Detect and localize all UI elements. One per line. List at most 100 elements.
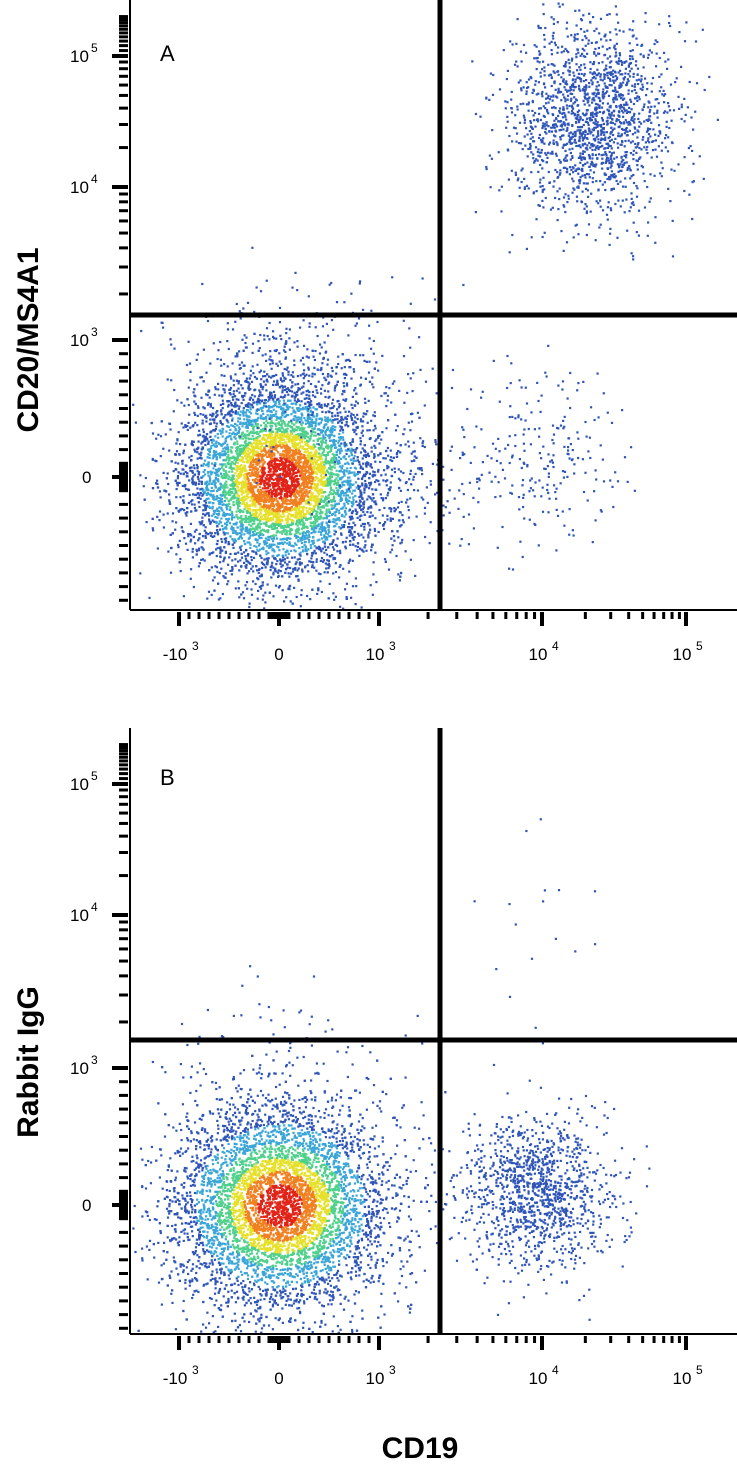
scatter-point [328,478,331,481]
scatter-point [288,436,291,440]
scatter-point [272,383,275,386]
scatter-point [231,470,234,473]
scatter-point [221,486,224,489]
scatter-point [170,379,173,382]
scatter-point [286,413,289,416]
scatter-point [320,392,323,395]
scatter-point [308,491,311,494]
scatter-point [250,380,254,383]
scatter-point [268,546,271,550]
scatter-point [174,461,177,464]
scatter-point [323,461,326,464]
scatter-point [264,438,267,441]
scatter-point [232,379,235,382]
scatter-point [394,508,397,511]
scatter-point [317,572,320,575]
scatter-point [232,546,235,549]
scatter-point [263,472,267,475]
scatter-point [272,595,275,598]
scatter-point [360,533,363,536]
scatter-point [274,534,278,537]
scatter-point [243,533,246,536]
scatter-point [267,400,270,403]
scatter-point [214,565,217,568]
scatter-point [179,496,182,499]
scatter-point [350,412,353,415]
scatter-point [309,598,312,601]
scatter-point [193,448,196,451]
scatter-point [334,505,337,508]
scatter-point [208,514,211,517]
scatter-point [389,551,392,554]
scatter-point [315,569,318,572]
scatter-point [261,354,264,357]
scatter-point [256,548,259,551]
scatter-point [295,416,298,419]
scatter-point [208,518,211,521]
scatter-point [257,502,260,505]
scatter-point [251,516,254,519]
scatter-point [345,488,348,491]
scatter-point [339,425,342,428]
scatter-point [323,483,326,486]
scatter-point [313,366,316,369]
scatter-point [284,532,287,535]
scatter-point [156,479,159,482]
scatter-point [328,535,331,538]
scatter-point [338,526,341,529]
scatter-point [228,522,232,525]
scatter-point [235,389,238,392]
scatter-point [205,489,208,492]
scatter-point [284,350,287,353]
scatter-point [354,577,357,580]
scatter-point [237,538,240,541]
scatter-point [139,474,142,477]
scatter-point [347,502,350,505]
scatter-point [344,547,347,550]
scatter-point [296,409,299,412]
scatter-point [243,418,246,421]
scatter-point [215,425,218,428]
scatter-point [371,383,374,386]
scatter-point [257,589,260,592]
scatter-point [342,438,345,441]
scatter-point [286,525,289,528]
scatter-point [356,413,359,416]
scatter-point [236,489,239,492]
scatter-point [315,558,318,561]
scatter-point [223,463,226,466]
scatter-point [378,521,381,525]
scatter-point [230,573,233,576]
scatter-point [177,462,180,465]
scatter-point [242,372,245,375]
scatter-point [274,413,277,416]
scatter-point [325,517,328,520]
scatter-point [164,433,167,436]
scatter-point [286,563,289,566]
scatter-point [289,496,292,499]
scatter-point [285,442,288,445]
scatter-point [311,477,314,480]
scatter-point [251,423,254,426]
scatter-point [230,477,233,480]
scatter-point [313,517,317,521]
scatter-point [242,409,245,412]
scatter-point [156,547,159,550]
scatter-point [345,490,348,493]
scatter-point [288,406,291,409]
scatter-point [340,532,343,535]
scatter-point [342,494,345,497]
scatter-point [389,517,392,520]
scatter-point [207,590,211,593]
scatter-point [337,479,340,482]
scatter-point [219,358,222,361]
scatter-point [314,349,317,353]
scatter-point [239,559,242,562]
scatter-point [280,454,283,457]
scatter-point [243,460,246,464]
scatter-point [345,398,348,401]
scatter-point [317,516,320,519]
scatter-point [304,457,307,460]
scatter-point [213,419,216,422]
scatter-point [337,414,340,417]
